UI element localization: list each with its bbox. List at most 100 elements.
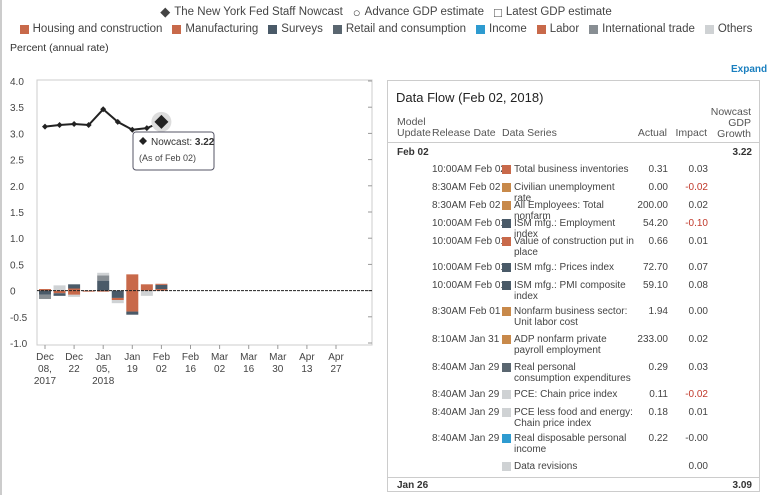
x-tick-label: Apr — [328, 352, 344, 363]
expand-link[interactable]: Expand — [731, 64, 768, 75]
impact-bar — [126, 274, 139, 291]
swatch-icon — [476, 24, 486, 34]
release-date: 8:40AM Jan 29 — [432, 389, 500, 400]
impact-value: 0.00 — [688, 461, 708, 472]
impact-value: 0.02 — [688, 334, 708, 345]
legend-item-category[interactable]: Surveys — [268, 23, 323, 35]
x-tick-label: Feb — [153, 352, 171, 363]
swatch-icon — [172, 24, 182, 34]
impact-bar — [97, 280, 110, 291]
impact-value: -0.10 — [685, 218, 708, 229]
impact-bar — [155, 283, 168, 285]
y-axis-label: Percent (annual rate) — [10, 42, 109, 54]
legend-item-square[interactable]: □ Latest GDP estimate — [494, 4, 612, 20]
x-tick-label: Jan — [95, 352, 111, 363]
y-tick-label: 0.5 — [10, 260, 24, 271]
header-nowcast-line2: GDP — [728, 117, 751, 129]
legend-item-category[interactable]: Others — [704, 23, 752, 35]
legend-label: International trade — [602, 23, 695, 35]
actual-value: 0.31 — [648, 164, 668, 175]
impact-value: 0.01 — [688, 407, 708, 418]
data-series: ISM mfg.: Employment index — [514, 218, 616, 240]
category-swatch-icon — [502, 390, 511, 399]
panel-title: Data Flow (Feb 02, 2018) — [396, 90, 544, 105]
header-model-update-line1: Model — [397, 116, 426, 128]
header-actual: Actual — [637, 127, 667, 139]
impact-bar — [126, 311, 139, 315]
actual-value: 0.11 — [649, 389, 668, 400]
impact-bar — [39, 289, 51, 291]
release-date: 8:10AM Jan 31 — [432, 334, 500, 345]
legend-label: The New York Fed Staff Nowcast — [174, 6, 343, 18]
series-legend: ◆ The New York Fed Staff Nowcast ○ Advance … — [2, 4, 768, 20]
impact-bar — [68, 288, 81, 291]
y-tick-label: 4.0 — [10, 77, 24, 88]
release-date: 10:00AM Feb 01 — [432, 236, 506, 247]
impact-bar — [53, 285, 66, 291]
swatch-icon — [19, 24, 29, 34]
actual-value: 0.00 — [648, 182, 668, 193]
impact-bar — [155, 284, 168, 290]
legend-item-category[interactable]: Labor — [536, 23, 579, 35]
legend-label: Advance GDP estimate — [364, 6, 484, 18]
actual-value: 59.10 — [642, 280, 668, 291]
nowcast-point — [154, 114, 169, 129]
actual-value: 1.94 — [648, 306, 668, 317]
category-swatch-icon — [502, 408, 511, 417]
circle-icon: ○ — [352, 4, 361, 20]
x-tick-label: 2018 — [92, 376, 115, 387]
x-tick-label: 27 — [330, 364, 342, 375]
legend-item-category[interactable]: International trade — [589, 23, 695, 35]
actual-value: 0.66 — [648, 236, 668, 247]
nowcast-point — [129, 126, 136, 133]
x-tick-label: 30 — [272, 364, 284, 375]
legend-item-circle[interactable]: ○ Advance GDP estimate — [353, 4, 484, 20]
release-date: 8:40AM Jan 29 — [432, 433, 500, 444]
data-series: ISM mfg.: PMI composite index — [514, 280, 626, 302]
group-value: 3.22 — [732, 147, 752, 158]
legend-item-category[interactable]: Manufacturing — [172, 23, 258, 35]
impact-value: -0.02 — [685, 182, 708, 193]
impact-bar — [53, 290, 66, 294]
y-tick-label: -0.5 — [10, 313, 28, 324]
data-series: All Employees: Total nonfarm — [514, 200, 604, 222]
y-tick-label: 2.5 — [10, 156, 24, 167]
nowcast-point — [56, 122, 63, 129]
impact-bar — [68, 284, 81, 289]
x-tick-label: Mar — [269, 352, 287, 363]
category-swatch-icon — [502, 307, 511, 316]
y-tick-label: 0 — [10, 287, 16, 298]
x-tick-label: Apr — [299, 352, 315, 363]
nowcast-point — [100, 106, 107, 113]
impact-bar — [126, 290, 139, 312]
release-date: 8:30AM Feb 02 — [432, 200, 501, 211]
release-date: 8:30AM Feb 01 — [432, 306, 501, 317]
impact-bar — [53, 293, 66, 296]
category-legend: Housing and construction Manufacturing Sur… — [2, 23, 768, 35]
data-flow-panel: Data Flow (Feb 02, 2018) Model Update Rel… — [387, 80, 760, 492]
release-date: 10:00AM Feb 02 — [432, 164, 506, 175]
y-tick-label: 2.0 — [10, 182, 24, 193]
nowcast-tooltip: Nowcast: 3.22 (As of Feb 02) — [132, 131, 215, 171]
header-model-update: Model Update — [397, 117, 431, 139]
impact-bar — [68, 294, 81, 297]
impact-value: 0.07 — [688, 262, 708, 273]
nowcast-chart: 4.03.53.02.52.01.51.00.50-0.5-1.0Dec08,2… — [10, 77, 373, 387]
actual-value: 0.22 — [648, 433, 668, 444]
tooltip-sub: (As of Feb 02) — [139, 153, 196, 163]
legend-item-diamond[interactable]: ◆ The New York Fed Staff Nowcast — [160, 4, 343, 20]
data-series: ADP nonfarm private payroll employment — [514, 334, 607, 356]
header-nowcast-line1: Nowcast — [710, 106, 751, 118]
x-tick-label: Feb — [182, 352, 200, 363]
release-date: 10:00AM Feb 01 — [432, 280, 506, 291]
impact-bar — [140, 284, 153, 291]
category-swatch-icon — [502, 219, 511, 228]
legend-item-category[interactable]: Income — [476, 23, 527, 35]
legend-item-category[interactable]: Retail and consumption — [332, 23, 466, 35]
y-tick-label: 1.5 — [10, 208, 24, 219]
nowcast-point — [114, 118, 121, 125]
x-tick-label: 16 — [185, 364, 197, 375]
footer-value: 3.09 — [732, 480, 752, 491]
legend-item-category[interactable]: Housing and construction — [19, 23, 162, 35]
category-swatch-icon — [502, 165, 511, 174]
